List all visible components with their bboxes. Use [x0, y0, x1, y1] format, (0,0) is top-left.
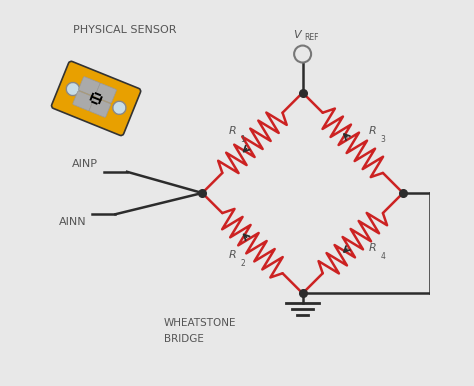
FancyBboxPatch shape — [52, 61, 141, 135]
Text: R: R — [229, 126, 237, 136]
Text: REF: REF — [304, 33, 318, 42]
Text: V: V — [293, 30, 301, 40]
FancyBboxPatch shape — [89, 98, 110, 117]
Text: R: R — [369, 243, 376, 253]
Text: 2: 2 — [240, 259, 245, 268]
FancyBboxPatch shape — [79, 77, 100, 96]
Text: AINP: AINP — [72, 159, 98, 169]
Circle shape — [66, 83, 80, 96]
Circle shape — [113, 101, 126, 114]
FancyBboxPatch shape — [73, 91, 94, 111]
Text: PHYSICAL SENSOR: PHYSICAL SENSOR — [73, 25, 176, 35]
Text: AINN: AINN — [59, 217, 86, 227]
Text: R: R — [229, 250, 237, 260]
Text: 3: 3 — [380, 135, 385, 144]
Text: BRIDGE: BRIDGE — [164, 334, 203, 344]
Text: 4: 4 — [380, 252, 385, 261]
Text: WHEATSTONE: WHEATSTONE — [164, 318, 236, 328]
FancyBboxPatch shape — [95, 83, 117, 103]
Text: 1: 1 — [240, 135, 245, 144]
Text: R: R — [369, 126, 376, 136]
